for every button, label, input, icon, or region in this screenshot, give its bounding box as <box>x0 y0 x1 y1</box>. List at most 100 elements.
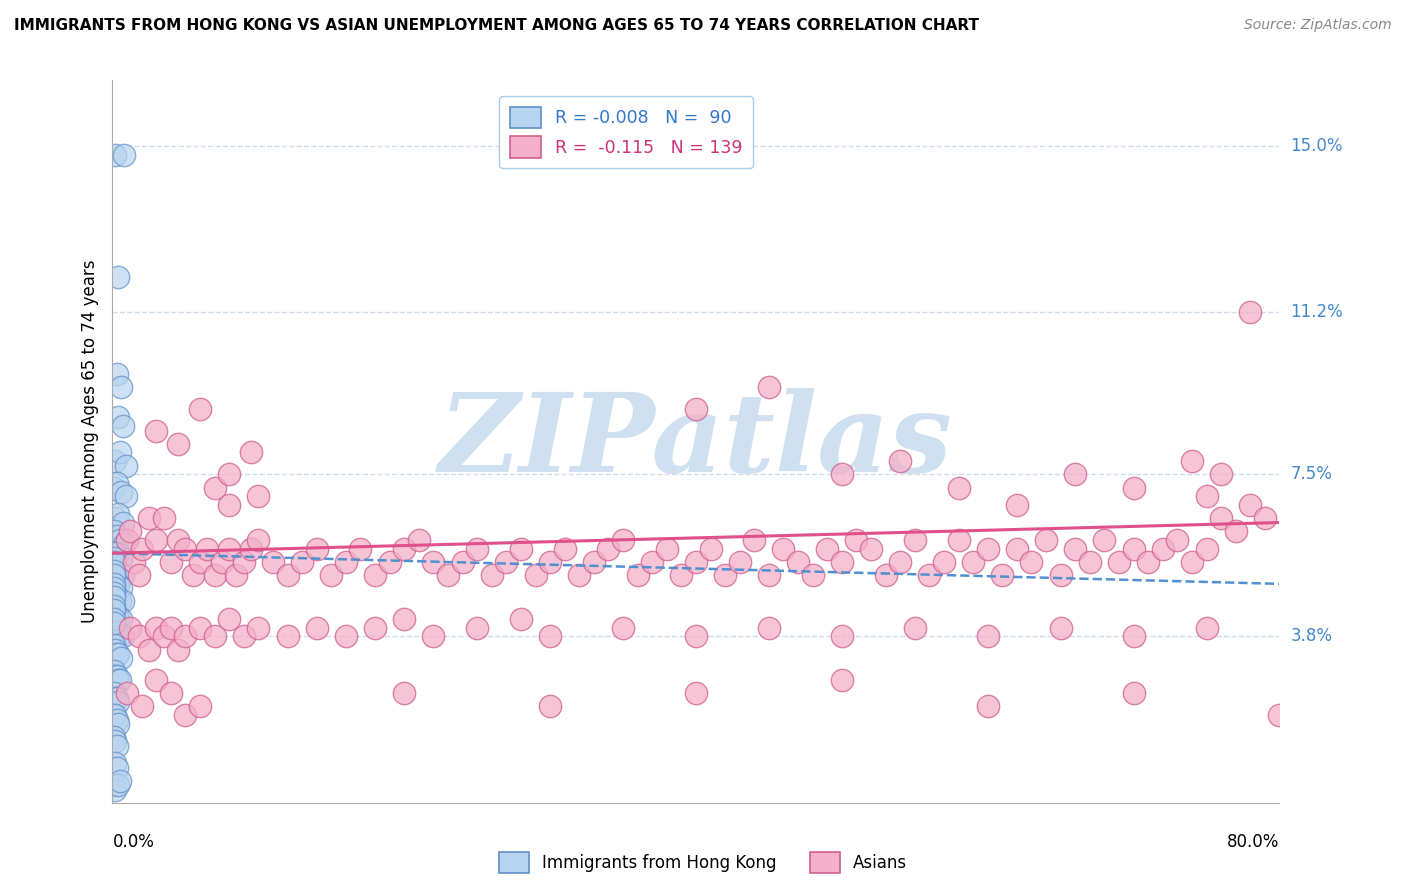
Point <box>131 699 153 714</box>
Point <box>167 436 190 450</box>
Point <box>612 621 634 635</box>
Point <box>831 555 853 569</box>
Point <box>110 380 132 394</box>
Point <box>105 577 128 591</box>
Point <box>538 555 561 569</box>
Point <box>831 467 853 482</box>
Point <box>188 699 211 714</box>
Point <box>335 555 357 569</box>
Point <box>104 559 127 574</box>
Point <box>305 541 328 556</box>
Point <box>167 533 190 547</box>
Point <box>204 629 226 643</box>
Point <box>103 665 125 679</box>
Point <box>889 454 911 468</box>
Point <box>305 621 328 635</box>
Point <box>1122 481 1144 495</box>
Point <box>107 410 129 425</box>
Point <box>145 621 167 635</box>
Point <box>103 599 125 613</box>
Point <box>962 555 984 569</box>
Point <box>1122 541 1144 556</box>
Point <box>107 507 129 521</box>
Point <box>204 481 226 495</box>
Point <box>655 541 678 556</box>
Point <box>218 467 240 482</box>
Point <box>1195 621 1218 635</box>
Point <box>104 642 127 657</box>
Point <box>103 612 125 626</box>
Point <box>422 555 444 569</box>
Point <box>105 647 128 661</box>
Point <box>1021 555 1043 569</box>
Point <box>103 686 125 700</box>
Point <box>107 577 129 591</box>
Point <box>110 581 132 595</box>
Point <box>538 629 561 643</box>
Point <box>108 773 131 788</box>
Point <box>145 533 167 547</box>
Point <box>685 686 707 700</box>
Point <box>948 533 970 547</box>
Text: 7.5%: 7.5% <box>1291 466 1333 483</box>
Point <box>111 516 134 530</box>
Point <box>110 550 132 565</box>
Point <box>104 669 127 683</box>
Point <box>1122 629 1144 643</box>
Point <box>104 454 127 468</box>
Point <box>108 533 131 547</box>
Point <box>103 708 125 723</box>
Point <box>451 555 474 569</box>
Point <box>772 541 794 556</box>
Point <box>321 568 343 582</box>
Point <box>437 568 460 582</box>
Point <box>991 568 1014 582</box>
Point <box>107 270 129 285</box>
Point <box>408 533 430 547</box>
Point <box>889 555 911 569</box>
Point <box>394 686 416 700</box>
Point <box>247 533 270 547</box>
Point <box>103 546 125 560</box>
Point <box>115 686 138 700</box>
Point <box>104 147 127 161</box>
Point <box>108 445 131 459</box>
Point <box>103 577 125 591</box>
Point <box>568 568 591 582</box>
Point <box>976 629 998 643</box>
Point <box>831 629 853 643</box>
Point <box>948 481 970 495</box>
Point <box>103 621 125 635</box>
Point <box>138 511 160 525</box>
Point <box>104 782 127 797</box>
Point <box>105 367 128 381</box>
Point <box>211 555 233 569</box>
Point <box>1195 541 1218 556</box>
Point <box>465 621 488 635</box>
Point <box>107 546 129 560</box>
Point <box>1239 305 1261 319</box>
Point <box>104 590 127 604</box>
Point <box>103 564 125 578</box>
Point <box>976 541 998 556</box>
Point <box>582 555 605 569</box>
Point <box>218 612 240 626</box>
Legend: R = -0.008   N =  90, R =  -0.115   N = 139: R = -0.008 N = 90, R = -0.115 N = 139 <box>499 96 752 168</box>
Point <box>105 607 128 622</box>
Text: 0.0%: 0.0% <box>112 833 155 851</box>
Point <box>103 564 125 578</box>
Point <box>105 625 128 640</box>
Point <box>394 541 416 556</box>
Point <box>394 612 416 626</box>
Text: 15.0%: 15.0% <box>1291 137 1343 155</box>
Point <box>232 555 254 569</box>
Point <box>758 621 780 635</box>
Point <box>103 585 125 599</box>
Point <box>115 533 138 547</box>
Point <box>104 621 127 635</box>
Point <box>167 642 190 657</box>
Point <box>108 673 131 688</box>
Point <box>103 481 125 495</box>
Point <box>152 629 174 643</box>
Point <box>225 568 247 582</box>
